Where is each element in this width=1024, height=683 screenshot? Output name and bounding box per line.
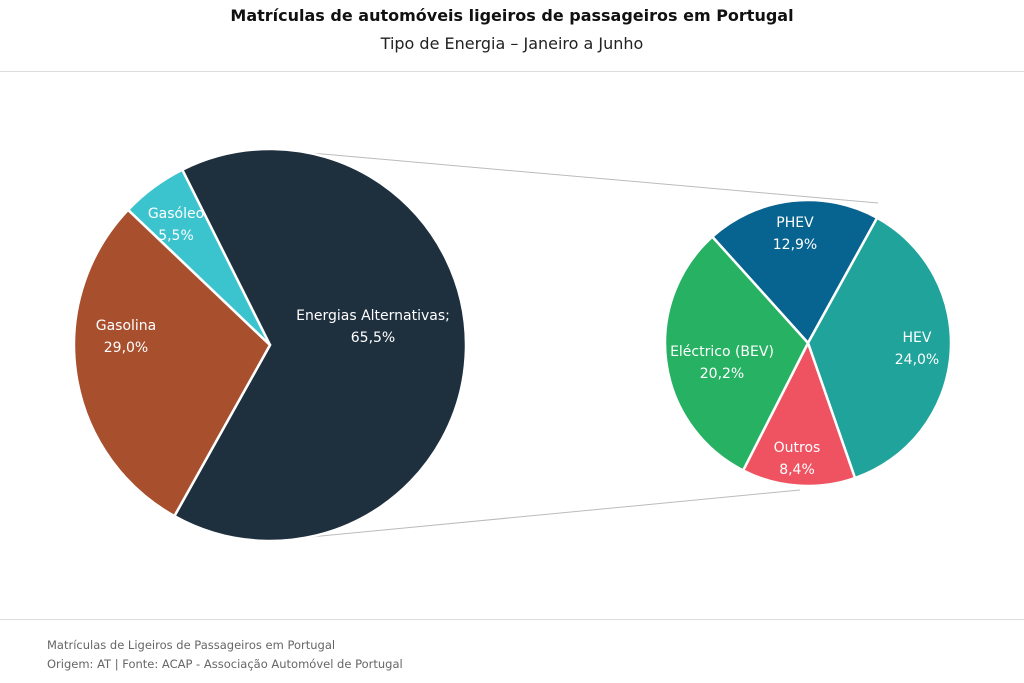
slice-label: PHEV	[776, 215, 814, 231]
slice-value-label: 20,2%	[700, 366, 744, 382]
chart-title: Matrículas de automóveis ligeiros de pas…	[230, 6, 794, 25]
slice-label: Energias Alternativas;	[296, 308, 450, 324]
slice-label: Eléctrico (BEV)	[670, 344, 774, 360]
connector-line-top	[299, 151, 879, 204]
pie-slice-outros	[741, 339, 857, 488]
pie-slice-hev	[806, 216, 953, 480]
pie-slice-el-ctrico-bev	[663, 234, 810, 473]
pie-slice-phev	[710, 198, 879, 346]
slice-value-label: 29,0%	[104, 340, 148, 356]
top-divider	[0, 71, 1024, 72]
slice-label: Gasolina	[96, 318, 157, 334]
slice-value-label: 65,5%	[351, 330, 395, 346]
bottom-divider	[0, 619, 1024, 620]
slice-value-label: 12,9%	[773, 237, 817, 253]
connector-line-bottom	[299, 489, 801, 539]
slice-label: HEV	[903, 330, 932, 346]
slice-label: Gasóleo	[148, 206, 204, 222]
pie-slice-gasolina	[72, 208, 272, 518]
slice-value-label: 5,5%	[158, 228, 194, 244]
slice-value-label: 8,4%	[779, 462, 815, 478]
slice-label: Outros	[774, 440, 821, 456]
chart-subtitle: Tipo de Energia – Janeiro a Junho	[380, 34, 644, 53]
pie-slice-energias-alternativas	[172, 147, 468, 543]
footer-line-1: Matrículas de Ligeiros de Passageiros em…	[47, 638, 336, 652]
pie-slice-gas-leo	[126, 168, 272, 346]
footer-line-2: Origem: AT | Fonte: ACAP - Associação Au…	[47, 657, 403, 671]
slice-value-label: 24,0%	[895, 352, 939, 368]
